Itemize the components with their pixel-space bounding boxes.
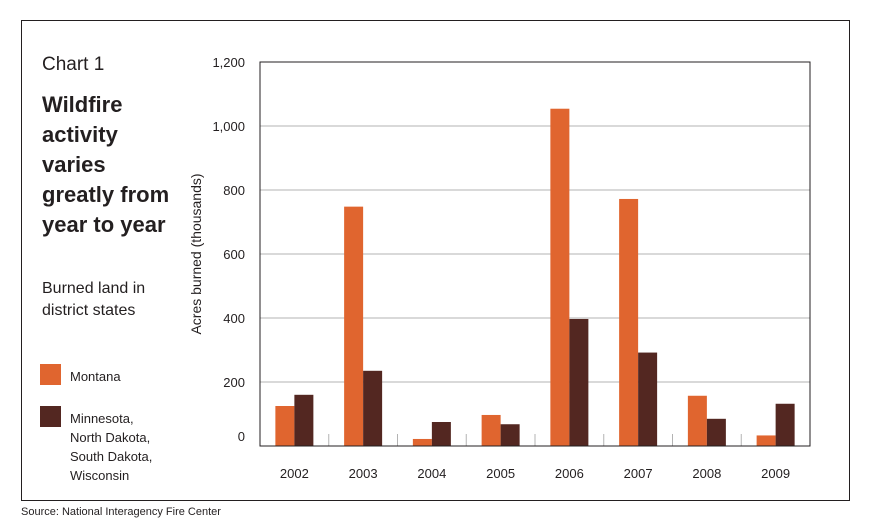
bar-montana-2003 — [344, 206, 364, 446]
x-tick-label: 2003 — [349, 466, 378, 481]
x-tick-label: 2005 — [486, 466, 515, 481]
bar-montana-2002 — [275, 406, 295, 446]
legend-swatch-montana — [40, 364, 61, 385]
x-tick-label: 2009 — [761, 466, 790, 481]
chart-number: Chart 1 — [42, 54, 105, 75]
bar-other-states-2003 — [363, 370, 383, 446]
x-axis-ticks: 2002 2003 2004 2005 2006 2007 2008 2009 — [280, 434, 790, 481]
legend-swatch-other-states — [40, 406, 61, 427]
y-tick-label: 400 — [223, 311, 245, 326]
gridlines — [260, 125, 810, 383]
bar-other-states-2007 — [638, 352, 658, 446]
bar-montana-2007 — [619, 198, 639, 446]
bar-other-states-2004 — [431, 422, 451, 446]
source-note: Source: National Interagency Fire Center — [21, 506, 221, 518]
y-tick-label: 1,000 — [212, 119, 245, 134]
bar-other-states-2006 — [569, 318, 589, 446]
bars — [275, 108, 795, 446]
y-tick-label: 1,200 — [212, 55, 245, 70]
bar-montana-2005 — [481, 414, 501, 446]
chart-title: Wildfire activity varies greatly from ye… — [42, 92, 170, 237]
bar-other-states-2002 — [294, 394, 314, 446]
x-tick-label: 2006 — [555, 466, 584, 481]
legend-label-montana: Montana — [70, 367, 190, 386]
bar-montana-2006 — [550, 108, 570, 446]
legend-label-other-states: Minnesota, North Dakota, South Dakota, W… — [70, 409, 190, 485]
bar-montana-2008 — [687, 395, 707, 446]
chart-subtitle: Burned land in district states — [42, 280, 146, 319]
x-tick-label: 2002 — [280, 466, 309, 481]
x-tick-label: 2008 — [692, 466, 721, 481]
x-tick-label: 2004 — [417, 466, 446, 481]
legend-line: North Dakota, — [70, 430, 151, 445]
y-axis-label: Acres burned (thousands) — [188, 173, 204, 334]
legend-line: Montana — [70, 369, 121, 384]
plot-area — [259, 61, 811, 447]
bar-montana-2009 — [756, 435, 776, 446]
y-tick-label: 200 — [223, 375, 245, 390]
legend-line: Wisconsin — [70, 468, 130, 483]
bar-other-states-2005 — [500, 424, 520, 446]
x-tick-label: 2007 — [624, 466, 653, 481]
y-tick-label: 600 — [223, 247, 245, 262]
bar-other-states-2008 — [706, 418, 726, 446]
chart-frame — [21, 20, 850, 501]
y-tick-label: 800 — [223, 183, 245, 198]
bar-other-states-2009 — [775, 403, 795, 446]
legend-line: South Dakota, — [70, 449, 153, 464]
legend-line: Minnesota, — [70, 411, 134, 426]
bar-montana-2004 — [412, 438, 432, 446]
y-tick-label: 0 — [238, 429, 245, 444]
y-axis-ticks: 0 200 400 600 800 1,000 1,200 — [212, 55, 245, 444]
